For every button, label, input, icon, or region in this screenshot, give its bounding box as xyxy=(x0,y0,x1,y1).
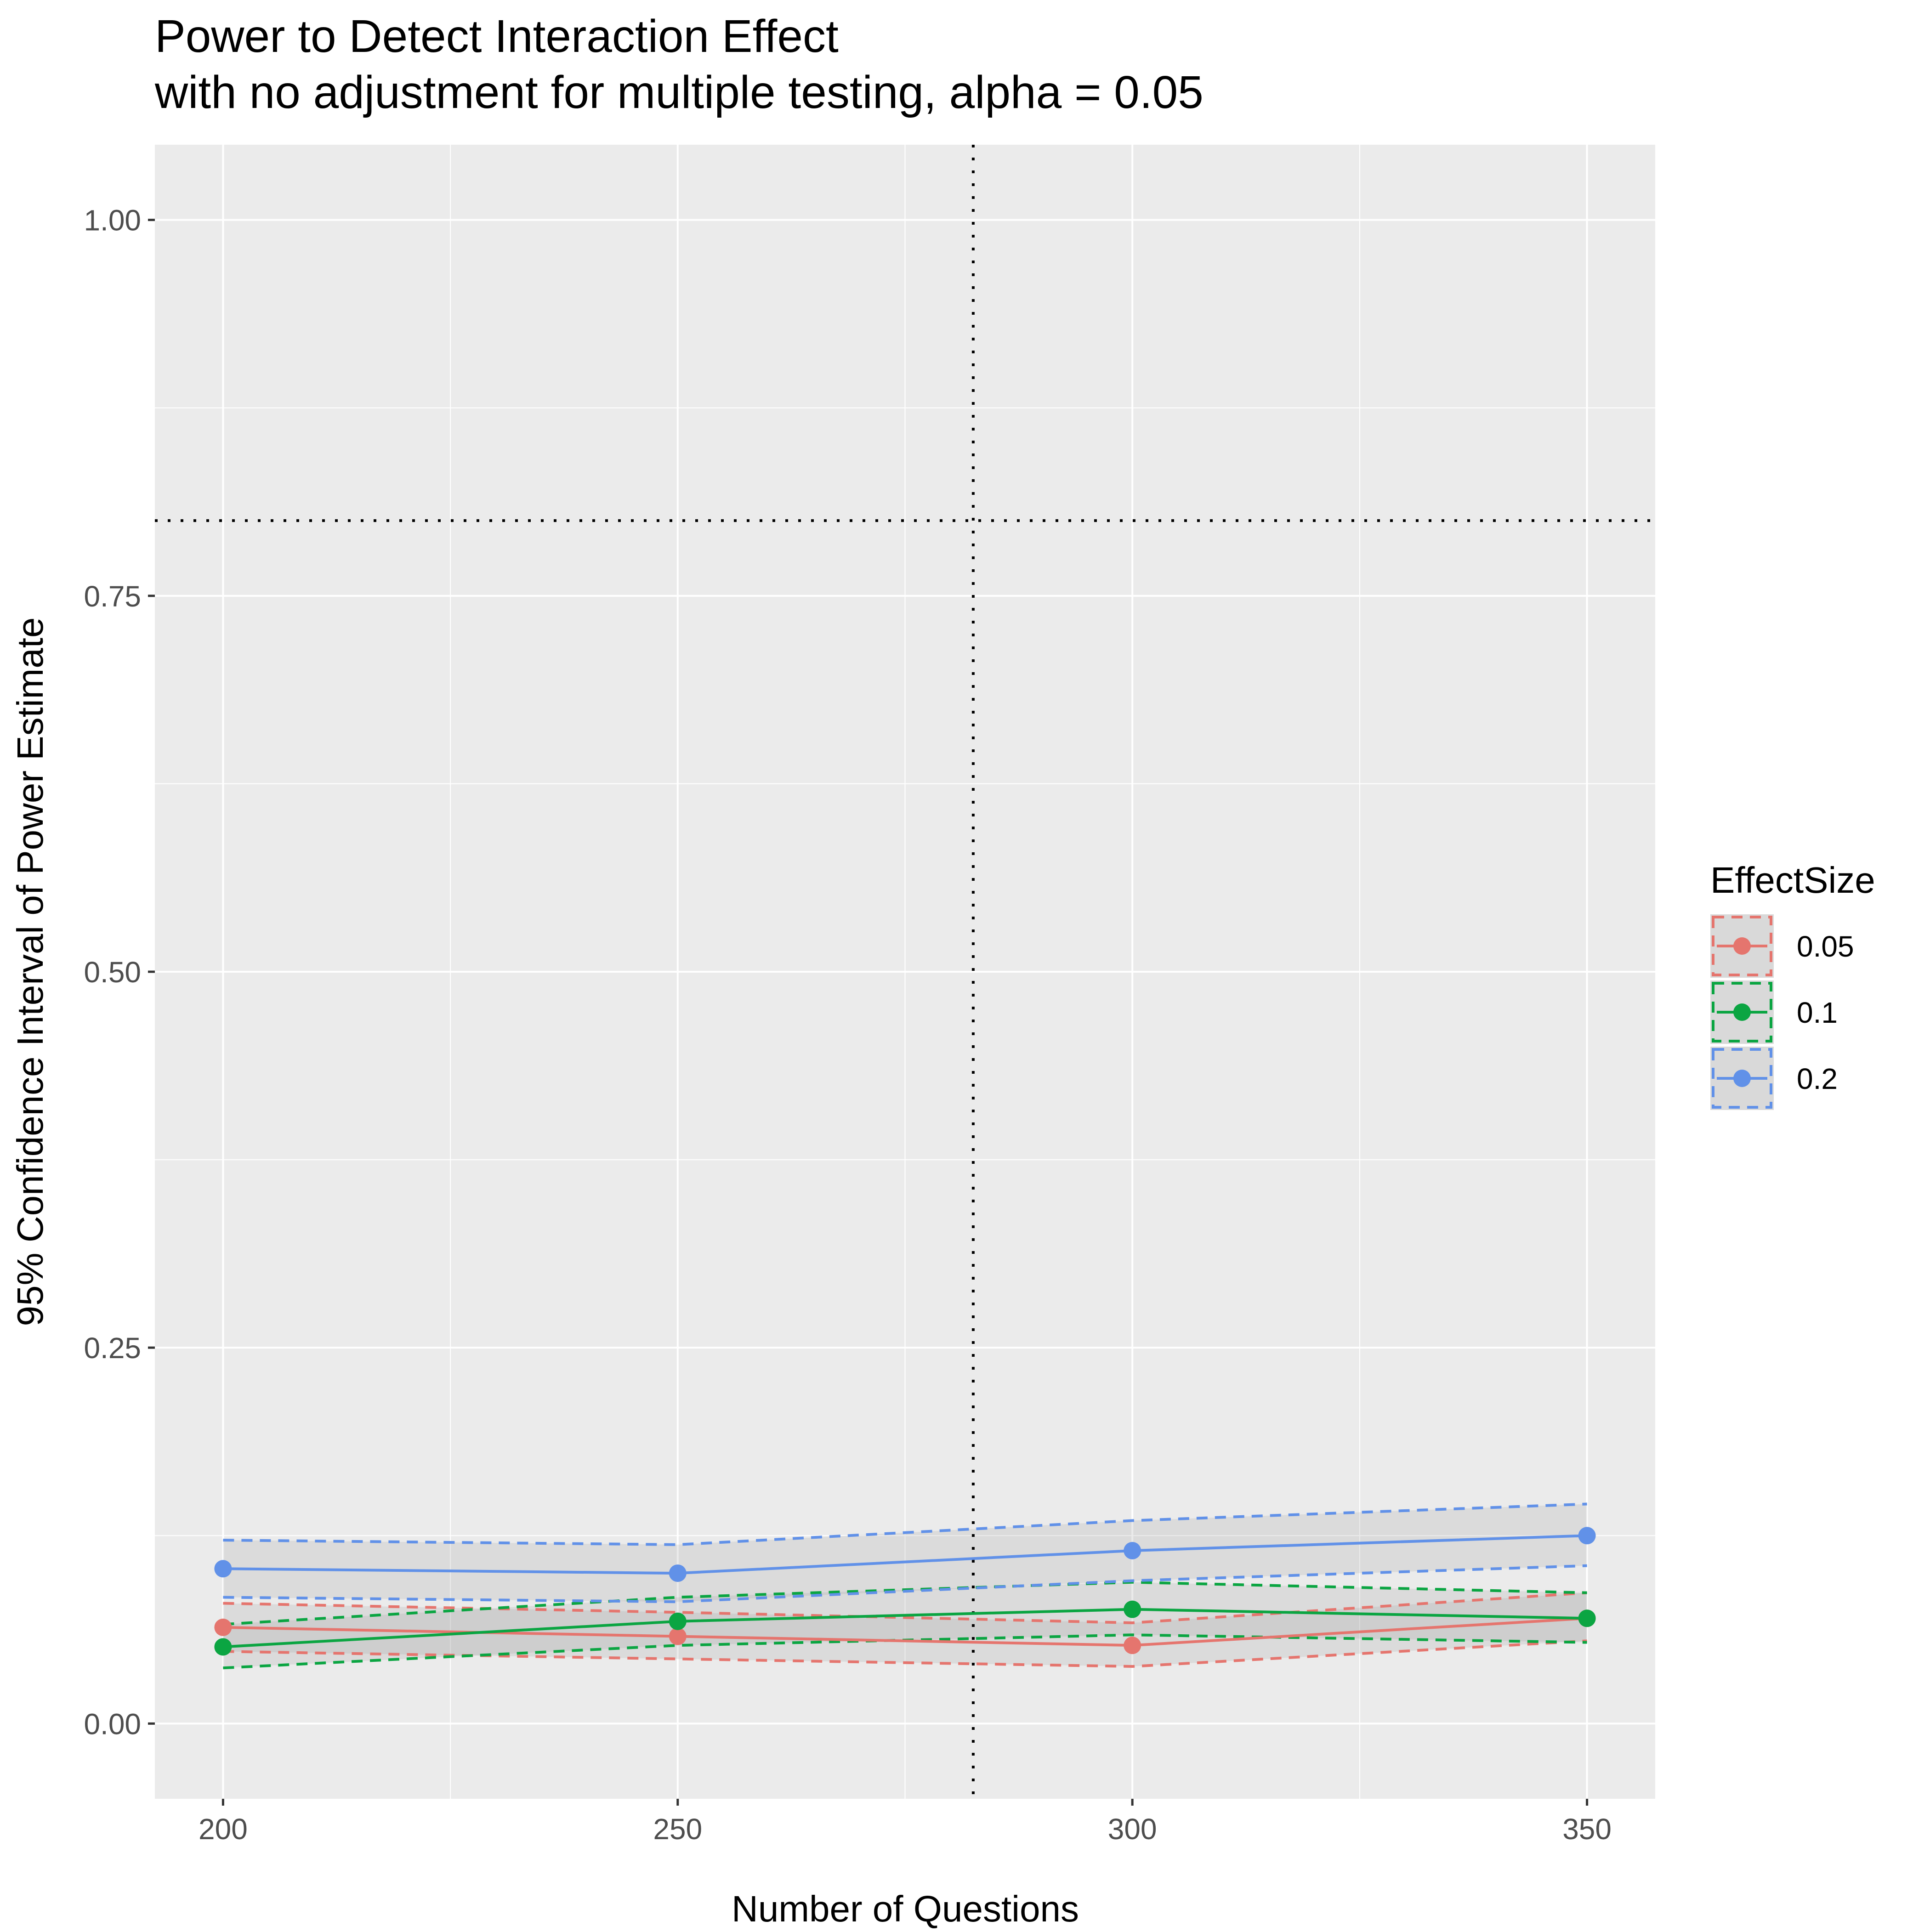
data-point-0.05 xyxy=(214,1618,232,1636)
confidence-bound-lines xyxy=(223,1502,1587,1670)
legend-label-0.2: 0.2 xyxy=(1797,1062,1838,1095)
data-point-0.2 xyxy=(1578,1527,1596,1545)
data-points xyxy=(214,1527,1596,1656)
data-point-0.2 xyxy=(1124,1542,1141,1559)
data-point-0.2 xyxy=(214,1560,232,1578)
series-line-0.1 xyxy=(223,1608,1587,1649)
ci-ribbon-0.1 xyxy=(223,1582,1587,1668)
y-axis: 0.00 0.25 0.50 0.75 1.00 xyxy=(84,204,155,1740)
data-point-0.1 xyxy=(1124,1600,1141,1618)
y-tick-label: 1.00 xyxy=(84,204,141,237)
x-tick-label: 200 xyxy=(199,1813,248,1846)
x-tick-label: 250 xyxy=(653,1813,702,1846)
major-gridlines xyxy=(155,145,1655,1799)
legend-key-border-0.1 xyxy=(1712,982,1772,1042)
ci-upper-line-0.2 xyxy=(223,1502,1587,1546)
data-point-0.05 xyxy=(1124,1637,1141,1654)
ci-lower-line-0.05 xyxy=(223,1639,1587,1668)
series-line-0.05 xyxy=(223,1617,1587,1647)
y-axis-label: 95% Confidence Interval of Power Estimat… xyxy=(10,617,51,1326)
x-axis: 200 250 300 350 xyxy=(199,1799,1612,1846)
data-point-0.05 xyxy=(669,1627,687,1645)
data-point-0.2 xyxy=(669,1564,687,1582)
x-tick-label: 350 xyxy=(1562,1813,1612,1846)
ci-upper-line-0.05 xyxy=(223,1591,1587,1625)
legend-key-border-0.2 xyxy=(1712,1048,1772,1109)
y-tick-label: 0.75 xyxy=(84,580,141,613)
series-lines xyxy=(223,1534,1587,1649)
legend-key-point-0.05 xyxy=(1733,937,1751,955)
legend: EffectSize 0.05 0.1 0.2 xyxy=(1710,860,1875,1110)
y-tick-label: 0.25 xyxy=(84,1331,141,1365)
legend-label-0.1: 0.1 xyxy=(1797,996,1838,1029)
ci-upper-line-0.1 xyxy=(223,1581,1587,1626)
series-line-0.2 xyxy=(223,1534,1587,1575)
ci-lower-line-0.2 xyxy=(223,1564,1587,1603)
x-axis-label: Number of Questions xyxy=(732,1888,1079,1929)
legend-key-point-0.2 xyxy=(1733,1070,1751,1087)
legend-key-border-0.05 xyxy=(1712,916,1772,976)
ci-ribbon-0.2 xyxy=(223,1504,1587,1602)
chart-subtitle: with no adjustment for multiple testing,… xyxy=(154,67,1203,118)
x-tick-label: 300 xyxy=(1108,1813,1157,1846)
chart-title: Power to Detect Interaction Effect xyxy=(155,11,839,62)
legend-title: EffectSize xyxy=(1710,860,1875,901)
legend-label-0.05: 0.05 xyxy=(1797,930,1854,963)
data-point-0.1 xyxy=(669,1612,687,1630)
data-point-0.1 xyxy=(1578,1609,1596,1627)
reference-lines xyxy=(155,145,1655,1799)
legend-key-point-0.1 xyxy=(1733,1003,1751,1021)
y-tick-label: 0.00 xyxy=(84,1707,141,1740)
y-tick-label: 0.50 xyxy=(84,956,141,989)
data-point-0.1 xyxy=(214,1638,232,1656)
